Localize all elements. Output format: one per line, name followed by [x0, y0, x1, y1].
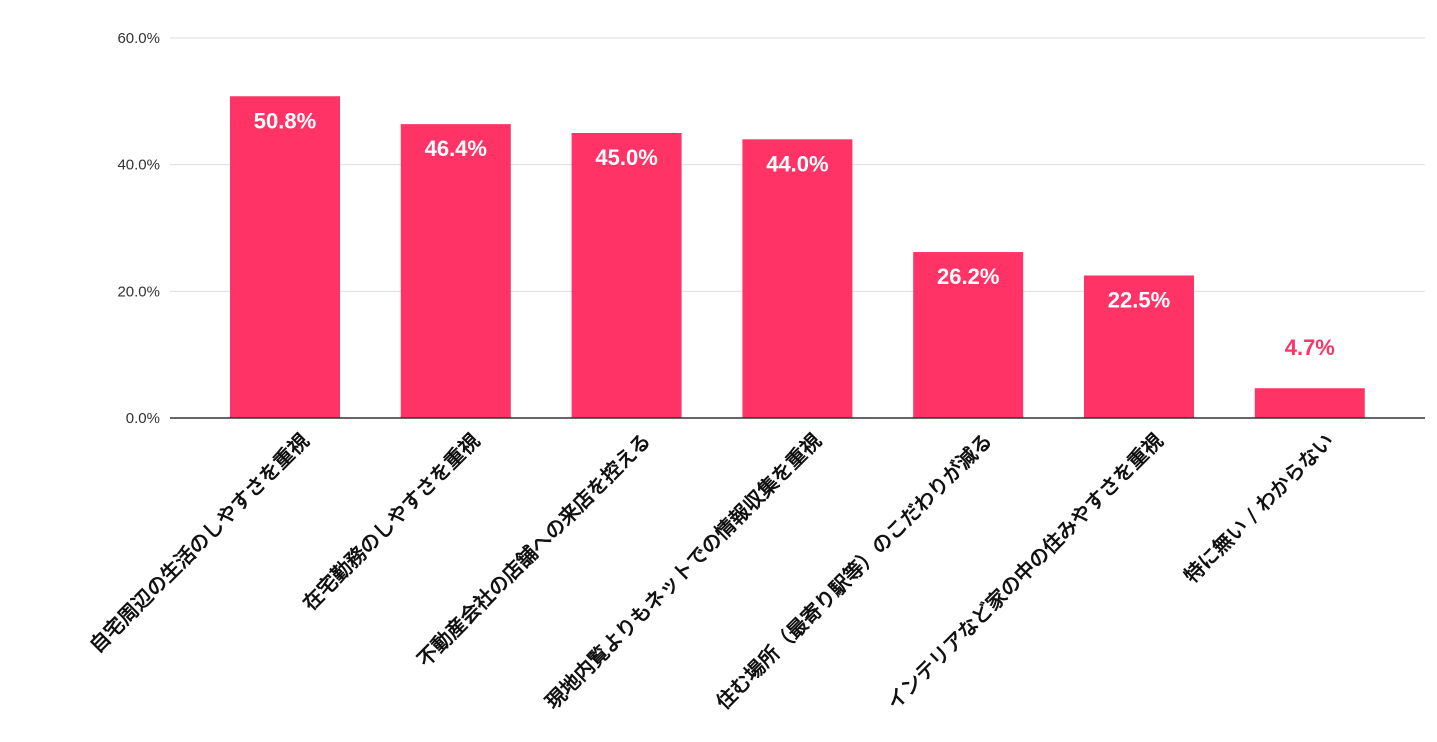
data-label: 50.8% [254, 108, 316, 133]
y-axis-tick-labels: 0.0% 20.0% 40.0% 60.0% [117, 30, 160, 427]
bar [230, 96, 340, 419]
data-label: 46.4% [425, 136, 487, 161]
data-label: 45.0% [595, 145, 657, 170]
category-label: 現地内覧よりもネットでの情報収集を重視 [541, 429, 826, 714]
bars [230, 96, 1365, 419]
category-label: 在宅勤務のしやすさを重視 [298, 429, 485, 616]
bar [571, 133, 682, 418]
bar [400, 124, 511, 418]
data-label: 26.2% [937, 264, 999, 289]
category-label: 住む場所（最寄り駅等）のこだわりが減る [711, 429, 997, 715]
category-label: 特に無い / わからない [1179, 429, 1338, 588]
category-labels: 自宅周辺の生活のしやすさを重視在宅勤務のしやすさを重視不動産会社の店舗への来店を… [85, 429, 1339, 715]
bar [1254, 388, 1365, 418]
data-label: 22.5% [1108, 288, 1170, 313]
data-label: 44.0% [766, 151, 828, 176]
category-label: 自宅周辺の生活のしやすさを重視 [85, 429, 314, 658]
y-tick-label: 40.0% [117, 157, 160, 174]
bar [913, 252, 1024, 418]
bar [742, 139, 853, 419]
data-label: 4.7% [1285, 335, 1335, 360]
bar [1084, 275, 1194, 418]
y-tick-label: 20.0% [117, 283, 160, 300]
y-tick-label: 0.0% [126, 410, 160, 427]
y-tick-label: 60.0% [117, 30, 160, 47]
value-labels: 50.8% 46.4% 45.0% 44.0% 26.2% 22.5% 4.7% [254, 108, 1335, 360]
category-label: インテリアなど家の中の住みやすさを重視 [882, 429, 1168, 715]
